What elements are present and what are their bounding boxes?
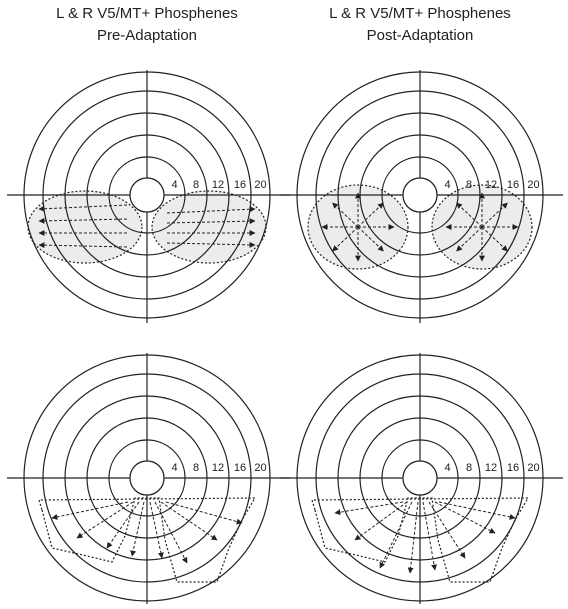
ring-label: 16 (507, 462, 519, 474)
column-title: L & R V5/MT+ Phosphenes (56, 5, 238, 22)
figure: L & R V5/MT+ Phosphenes Pre-Adaptation L… (0, 0, 568, 604)
ring-label: 8 (193, 462, 199, 474)
column-subtitle: Post-Adaptation (367, 27, 474, 44)
ring-label: 12 (212, 462, 224, 474)
ring-label: 4 (444, 462, 450, 474)
column-subtitle: Pre-Adaptation (97, 27, 197, 44)
fixation (403, 461, 437, 495)
ring-label: 4 (171, 179, 177, 191)
ring-label: 4 (444, 179, 450, 191)
arrow (166, 502, 242, 523)
ring-label: 16 (234, 179, 246, 191)
ring-label: 4 (171, 462, 177, 474)
ring-label: 12 (485, 462, 497, 474)
fixation (130, 461, 164, 495)
ring-label: 8 (466, 462, 472, 474)
arrow (77, 502, 133, 538)
ring-label: 8 (193, 179, 199, 191)
arrow (132, 502, 144, 556)
ring-label: 12 (485, 179, 497, 191)
ring-label: 16 (234, 462, 246, 474)
ring-label: 12 (212, 179, 224, 191)
phosphene-region (152, 191, 266, 263)
column-title: L & R V5/MT+ Phosphenes (329, 5, 511, 22)
arrow (429, 502, 465, 558)
ring-label: 20 (254, 462, 266, 474)
fixation (130, 178, 164, 212)
ring-label: 20 (527, 462, 539, 474)
ring-label: 8 (466, 179, 472, 191)
arrow (52, 502, 128, 518)
ring-label: 20 (254, 179, 266, 191)
fixation (403, 178, 437, 212)
ring-label: 16 (507, 179, 519, 191)
arrow (380, 502, 412, 568)
ring-label: 20 (527, 179, 539, 191)
phosphene-region (28, 191, 142, 263)
